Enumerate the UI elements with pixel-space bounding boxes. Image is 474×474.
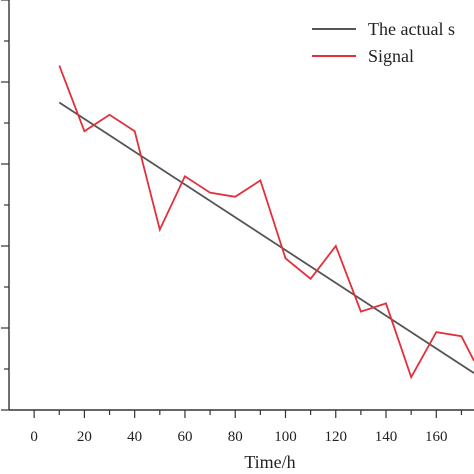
x-tick-label: 80: [228, 429, 243, 445]
series-line-actual: [58, 101, 474, 374]
x-tick-label: 100: [274, 429, 297, 445]
series-layer: [58, 65, 474, 380]
legend: The actual s Signal: [312, 19, 455, 66]
legend-label: Signal: [368, 46, 414, 66]
x-tick-label: 40: [127, 429, 142, 445]
x-tick-label: 20: [77, 429, 92, 445]
x-tick-label: 160: [425, 429, 448, 445]
series-line-signal: [58, 65, 474, 380]
axes: 0204060801001201401601: [1, 0, 474, 445]
legend-label: The actual s: [368, 19, 455, 39]
x-axis-title: Time/h: [244, 452, 295, 472]
x-tick-label: 0: [30, 429, 38, 445]
x-tick-label: 120: [325, 429, 348, 445]
x-tick-label: 60: [177, 429, 192, 445]
x-tick-label: 140: [375, 429, 398, 445]
